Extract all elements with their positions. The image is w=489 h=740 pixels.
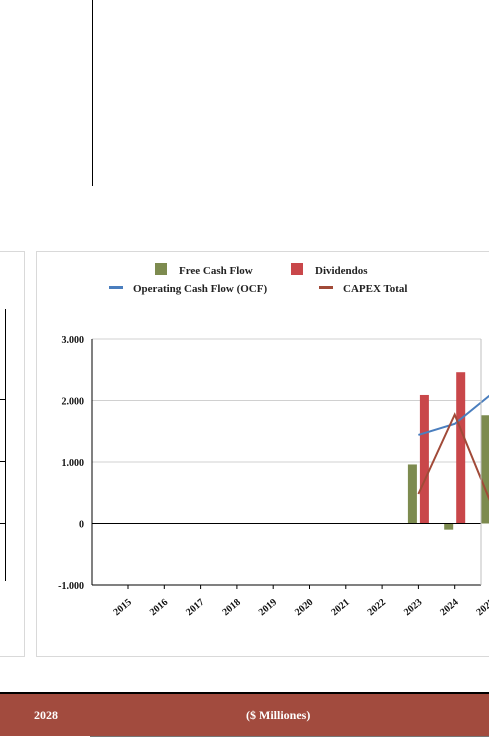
x-tick-label: 2022	[366, 597, 388, 618]
bar	[444, 523, 454, 530]
x-tick-label: 2020	[293, 597, 315, 618]
legend-label: Operating Cash Flow (OCF)	[133, 283, 267, 295]
x-axis-labels: 2015 2016 2017 2018 2019 2020 2021 2022 2023 2024…	[112, 597, 489, 618]
y-tick-label: 0	[79, 520, 84, 531]
legend-label: CAPEX Total	[343, 283, 408, 295]
x-tick-label: 2021	[329, 597, 351, 618]
adjacent-chart-tick	[0, 399, 5, 400]
legend-swatch	[291, 263, 303, 275]
bar	[480, 415, 489, 524]
x-tick-label: 2025	[475, 597, 489, 618]
bar	[407, 464, 417, 524]
legend-label: Dividendos	[315, 265, 368, 277]
x-tick-label: 2018	[220, 597, 242, 618]
x-tick-label: 2016	[148, 597, 170, 618]
x-tick-label: 2015	[112, 597, 134, 618]
footer-divider	[90, 736, 489, 737]
legend-swatch	[155, 263, 167, 275]
legend-swatch	[109, 286, 123, 289]
x-tick-label: 2019	[257, 597, 279, 618]
y-tick-label: -1.000	[58, 581, 84, 592]
x-tick-label: 2017	[184, 597, 206, 618]
legend-swatch	[319, 286, 333, 289]
x-tick-label: 2023	[402, 597, 424, 618]
chart-bars	[407, 372, 489, 530]
y-axis-labels: 3.000 2.000 1.000 0 -1.000	[58, 335, 84, 592]
footer-header-bar: 2028 ($ Milliones)	[0, 692, 489, 736]
x-tick-label: 2024	[438, 597, 460, 618]
legend-label: Free Cash Flow	[179, 265, 253, 277]
adjacent-chart-tick	[0, 461, 5, 462]
chart-legend: Free Cash Flow Dividendos Operating Cash F…	[109, 263, 408, 295]
chart-lines	[417, 394, 489, 501]
y-tick-label: 2.000	[62, 397, 85, 408]
bar	[456, 372, 466, 524]
cash-flow-chart-panel: Free Cash Flow Dividendos Operating Cash F…	[36, 251, 489, 657]
adjacent-chart-panel	[0, 251, 25, 657]
series-line	[418, 394, 489, 436]
adjacent-chart-axis	[0, 309, 6, 581]
bar	[419, 394, 429, 524]
divider-line	[92, 0, 93, 186]
cash-flow-chart: Free Cash Flow Dividendos Operating Cash F…	[58, 263, 489, 618]
chart-gridlines	[92, 338, 481, 463]
adjacent-chart-tick	[0, 523, 5, 524]
series-line	[417, 412, 489, 501]
y-tick-label: 1.000	[62, 458, 85, 469]
y-tick-label: 3.000	[62, 335, 85, 346]
footer-year: 2028	[34, 708, 58, 722]
chart-axes	[91, 339, 482, 589]
footer-units: ($ Milliones)	[246, 708, 311, 722]
